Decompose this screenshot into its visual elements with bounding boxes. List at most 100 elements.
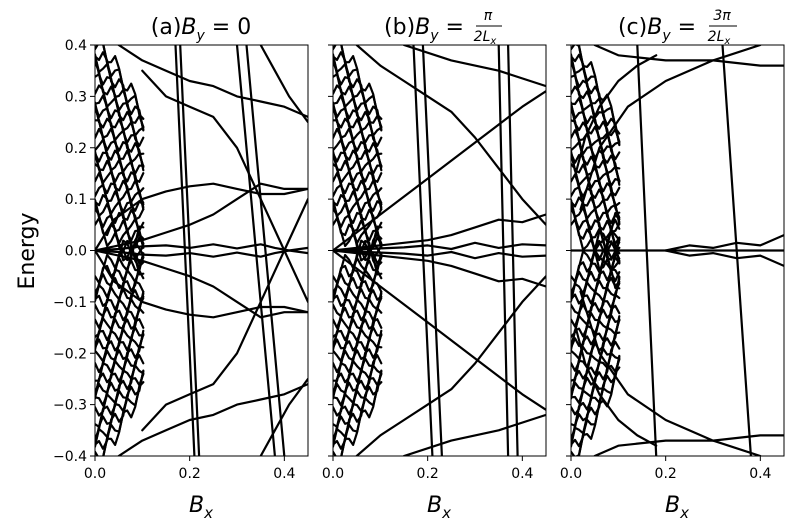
panel-b-dense-band bbox=[333, 199, 383, 249]
panel-a-y-ticks: 0.4 0.3 0.2 0.1 0.0 −0.1 −0.2 −0.3 −0.4 bbox=[53, 38, 95, 465]
panel-a-y-tick-label: 0.3 bbox=[65, 89, 87, 105]
panel-c-series-5 bbox=[636, 45, 658, 456]
panel-b-series-3 bbox=[333, 249, 546, 288]
panel-a-dense-band bbox=[102, 381, 145, 456]
panel-b-dense-band bbox=[333, 51, 383, 132]
panel-b-series-10 bbox=[355, 45, 546, 226]
panel-a-dense-band bbox=[95, 103, 145, 169]
panel-b: (b)By = π 2Lx 0.0 0.2 0.4 Bx bbox=[322, 8, 547, 522]
panel-b-dense-band bbox=[340, 45, 383, 120]
panel-b-series-9 bbox=[507, 45, 519, 456]
panel-a-dense-band bbox=[95, 354, 145, 441]
panel-a-series-0 bbox=[95, 182, 308, 252]
panel-a-series-8 bbox=[235, 45, 276, 456]
panel-c-dense-band bbox=[571, 152, 621, 224]
panel-b-series-7 bbox=[421, 45, 443, 456]
panel-c-title-eq: = bbox=[671, 15, 696, 40]
panel-c-dense-band bbox=[571, 354, 621, 448]
panel-c-dense-band bbox=[571, 60, 621, 161]
panel-c-dense-band bbox=[571, 101, 621, 187]
panel-b-x-axis-label-var: B bbox=[427, 493, 442, 518]
panel-c-dense-band bbox=[571, 340, 621, 441]
panel-a-dense-band bbox=[95, 150, 145, 212]
panel-a-dense-band bbox=[95, 318, 145, 396]
panel-a-dense-band bbox=[95, 151, 145, 209]
panel-b-y-ticks bbox=[328, 44, 333, 457]
panel-a-dense-band bbox=[95, 101, 145, 175]
panel-c-dense-band bbox=[577, 45, 621, 135]
panel-b-x-tick-label: 0.0 bbox=[322, 466, 344, 482]
panel-a-title-sub: y bbox=[196, 28, 206, 44]
panel-b-dense-band bbox=[340, 381, 383, 456]
panel-a-dense-band bbox=[95, 51, 145, 132]
panel-a-y-tick-label: 0.0 bbox=[65, 244, 87, 260]
panel-b-dense-band bbox=[333, 199, 383, 260]
panel-b-title-eq: = bbox=[439, 15, 464, 40]
panel-b-dense-band bbox=[333, 101, 383, 175]
panel-b-title-frac-den-sub: x bbox=[489, 36, 496, 47]
panel-b-curves bbox=[333, 45, 546, 456]
panel-b-series-11 bbox=[355, 275, 546, 456]
panel-a-series-10 bbox=[141, 69, 308, 303]
panel-b-dense-band bbox=[333, 53, 383, 137]
panel-a-dense-band bbox=[95, 364, 145, 448]
panel-c-dense-band bbox=[571, 54, 621, 143]
panel-a-dense-band bbox=[95, 53, 145, 137]
panel-b-title: (b)By = bbox=[384, 15, 464, 44]
panel-a-x-axis-label: Bx bbox=[189, 493, 213, 522]
panel-a-dense-band bbox=[95, 54, 145, 128]
panel-c-series-7 bbox=[593, 45, 784, 67]
panel-c-x-ticks: 0.0 0.2 0.4 bbox=[560, 456, 772, 482]
panel-c-title-frac-den: 2Lx bbox=[708, 29, 731, 47]
panel-c-title-fraction: 3π 2Lx bbox=[708, 8, 737, 47]
panel-c-dense-band bbox=[571, 199, 621, 261]
panel-a-dense-band bbox=[95, 105, 145, 183]
panel-a-dense-band bbox=[95, 207, 145, 269]
panel-c-series-10 bbox=[579, 290, 762, 456]
panel-b-dense-band bbox=[333, 105, 383, 183]
panel-b-dense-band bbox=[333, 373, 383, 447]
panel-b-dense-band bbox=[333, 326, 383, 400]
panel-b-title-frac-den: 2Lx bbox=[474, 29, 497, 47]
panel-a-series-12 bbox=[117, 45, 308, 119]
panel-a-x-tick-label: 0.2 bbox=[179, 466, 201, 482]
panel-b-dense-band bbox=[333, 354, 383, 441]
panel-b-dense-band bbox=[333, 369, 383, 450]
panel-b-dense-band bbox=[333, 252, 383, 302]
panel-a-x-axis-label-sub: x bbox=[203, 504, 213, 522]
panel-c-dense-band bbox=[571, 237, 621, 305]
panel-b-title-sub: y bbox=[429, 28, 439, 44]
panel-c-x-axis-label-sub: x bbox=[679, 504, 689, 522]
panel-c-dense-band bbox=[571, 318, 621, 398]
panel-c-x-tick-label: 0.2 bbox=[655, 466, 677, 482]
panel-c-title-frac-den-sub: x bbox=[723, 36, 730, 47]
panel-a: (a)By = 0 0.40.30.20.10.0−0.1−0.2−0.3−0.… bbox=[53, 15, 309, 522]
panel-c-title-sub: y bbox=[661, 28, 671, 44]
panel-a-series-2 bbox=[95, 182, 308, 252]
panel-a-series-9 bbox=[245, 45, 286, 456]
panel-c-dense-band bbox=[571, 151, 621, 233]
panel-c-dense-band bbox=[571, 276, 621, 351]
panel-a-series-1 bbox=[95, 249, 308, 319]
panel-b-series-13 bbox=[402, 413, 546, 456]
panel-b-title-frac-den-main: 2L bbox=[474, 29, 491, 45]
panel-a-series-3 bbox=[95, 249, 308, 319]
panel-c-dense-band bbox=[571, 358, 621, 447]
panel-a-dense-band bbox=[95, 326, 145, 400]
y-axis-label: Energy bbox=[15, 212, 40, 289]
panel-c-dense-band bbox=[571, 240, 621, 302]
panel-a-dense-band bbox=[95, 151, 145, 221]
panel-a-series-6 bbox=[174, 45, 196, 456]
panel-c-series-4 bbox=[574, 326, 658, 447]
panel-c-dense-band bbox=[571, 277, 621, 349]
panel-a-dense-band bbox=[95, 332, 145, 398]
panel-b-title-fraction: π 2Lx bbox=[474, 8, 502, 47]
panel-a-y-tick-label: 0.2 bbox=[65, 141, 87, 157]
panel-a-y-tick-label: −0.2 bbox=[53, 346, 87, 362]
panel-b-dense-band bbox=[333, 103, 383, 169]
panel-c-dense-band bbox=[571, 196, 621, 264]
panel-a-x-tick-label: 0.4 bbox=[273, 466, 295, 482]
panel-b-dense-band bbox=[333, 151, 383, 209]
panel-a-series-7 bbox=[179, 45, 201, 456]
